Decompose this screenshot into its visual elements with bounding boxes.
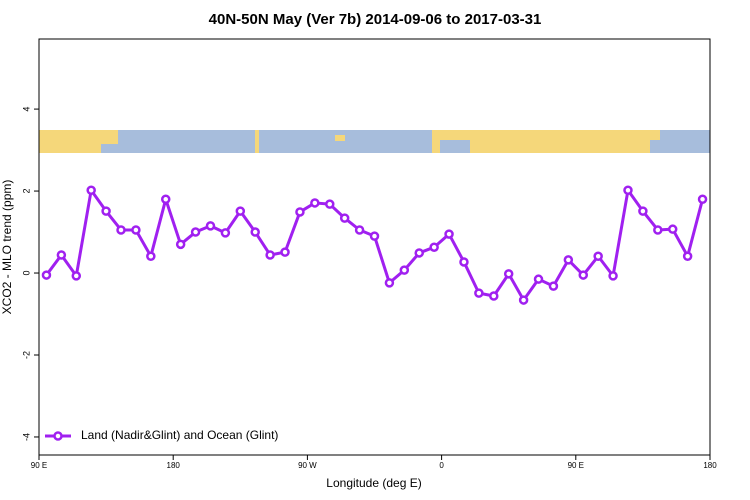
y-tick-label: 0 <box>21 271 31 276</box>
point <box>503 269 514 279</box>
point <box>250 227 260 237</box>
point <box>593 251 603 261</box>
point <box>608 271 618 281</box>
point <box>548 281 559 291</box>
point <box>190 227 201 237</box>
y-tick-label: -2 <box>21 351 31 359</box>
plot-frame <box>38 38 711 456</box>
point <box>369 231 380 241</box>
point <box>220 228 231 238</box>
point <box>116 225 126 235</box>
point <box>399 265 410 275</box>
point <box>518 295 529 305</box>
point <box>71 271 82 281</box>
point <box>205 221 216 231</box>
point <box>667 224 678 234</box>
point <box>101 206 111 216</box>
legend-label: Land (Nadir&Glint) and Ocean (Glint) <box>81 428 278 442</box>
point <box>384 278 395 288</box>
point <box>697 194 708 205</box>
x-tick-label: 0 <box>439 461 444 470</box>
point <box>339 213 350 223</box>
point <box>563 255 574 265</box>
y-tick-label: -4 <box>21 433 31 441</box>
point <box>325 199 335 209</box>
point <box>414 248 424 258</box>
point <box>280 247 290 257</box>
point <box>131 225 141 235</box>
point <box>653 225 663 235</box>
y-tick-label: 4 <box>21 107 31 112</box>
chart-title: 40N-50N May (Ver 7b) 2014-09-06 to 2017-… <box>209 11 542 28</box>
point <box>175 239 186 250</box>
point <box>459 257 469 267</box>
point <box>41 270 52 280</box>
legend-marker <box>53 431 63 441</box>
point <box>160 194 171 205</box>
x-tick-label: 90 E <box>568 461 584 470</box>
point <box>474 288 484 298</box>
series-line <box>45 188 704 302</box>
point <box>429 242 439 252</box>
point <box>146 251 156 261</box>
point <box>533 274 544 284</box>
y-axis-label: XCO2 - MLO trend (ppm) <box>0 180 14 315</box>
map-strip <box>39 130 710 153</box>
x-tick-label: 90 W <box>298 461 317 470</box>
point <box>56 250 67 260</box>
point <box>354 225 365 235</box>
point <box>623 185 633 195</box>
point <box>682 251 693 261</box>
x-tick-label: 90 E <box>31 461 47 470</box>
x-axis-label: Longitude (deg E) <box>326 476 421 490</box>
x-tick-label: 180 <box>703 461 717 470</box>
point <box>265 250 275 260</box>
point <box>295 207 305 217</box>
point <box>578 270 589 280</box>
point <box>310 198 320 208</box>
point <box>638 206 648 216</box>
point <box>235 206 246 216</box>
point <box>444 229 454 239</box>
x-tick-label: 180 <box>167 461 181 470</box>
point <box>489 291 499 301</box>
point <box>86 185 96 195</box>
y-tick-label: 2 <box>21 189 31 194</box>
